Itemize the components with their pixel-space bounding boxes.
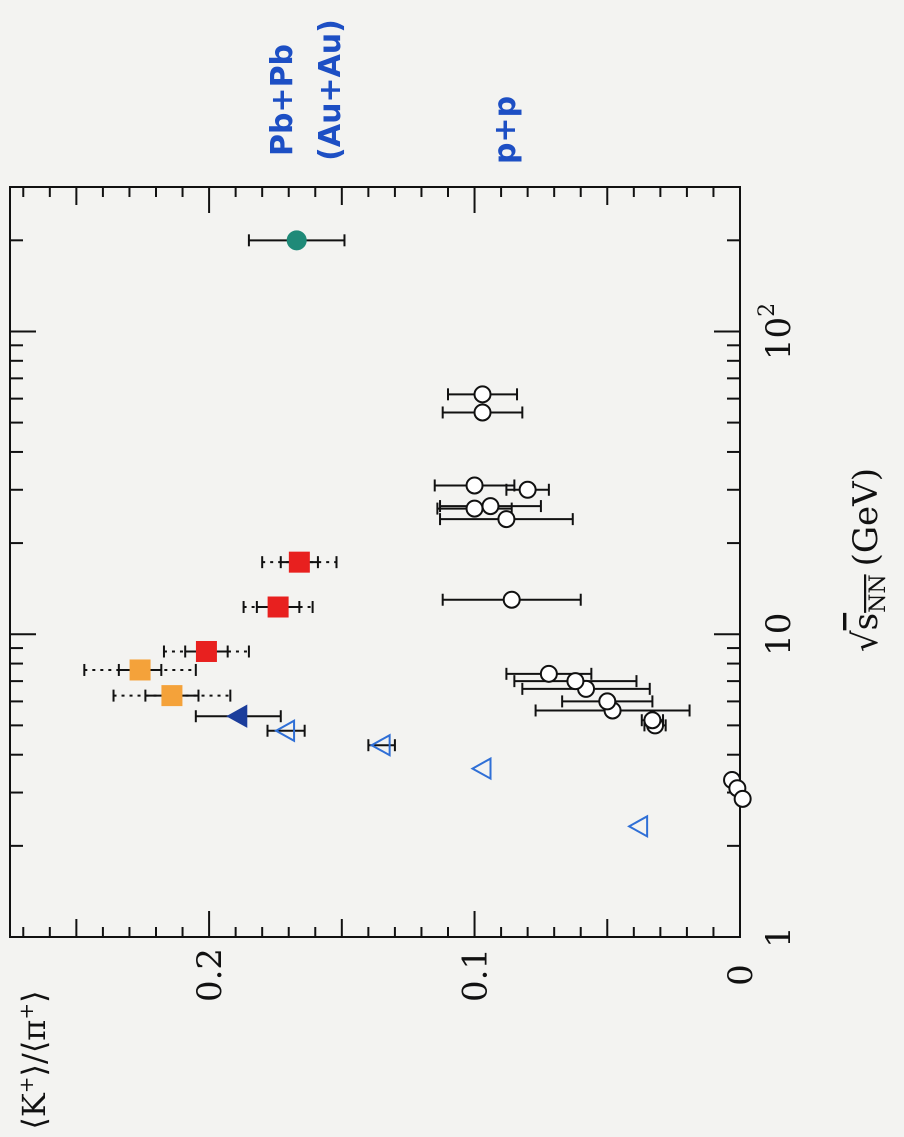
data-point-triangle-open xyxy=(369,733,391,757)
data-point-circle xyxy=(598,692,617,711)
data-point-circle xyxy=(539,664,558,683)
y-tick-label-group: 0 xyxy=(721,964,761,986)
data-point-triangle-filled xyxy=(226,704,248,728)
y-axis-title-r: ⟩ xyxy=(15,990,53,1002)
x-axis-title-sub: NN xyxy=(866,574,891,613)
data-point-triangle-open xyxy=(470,756,492,781)
svg-text:⟨K+⟩/⟨π+⟩: ⟨K+⟩/⟨π+⟩ xyxy=(14,990,53,1129)
data-point-square xyxy=(161,685,183,707)
x-tick-label-base: 10 xyxy=(759,317,799,360)
data-point-circle xyxy=(481,497,500,516)
y-axis-title-l1: ⟨K xyxy=(15,1092,53,1129)
y-tick-label-group: 0.2 xyxy=(190,948,230,1002)
data-point-circle xyxy=(465,476,484,495)
data-point-circle xyxy=(566,672,585,691)
y-axis: 0 0.1 0.2 xyxy=(22,187,761,1002)
y-axis-title-mid: ⟩/⟨π xyxy=(15,1020,53,1077)
data-point-circle xyxy=(502,590,521,609)
y-axis-title: ⟨K+⟩/⟨π+⟩ xyxy=(14,990,53,1129)
data-point-triangle-open xyxy=(274,719,296,743)
x-tick-label-base: 1 xyxy=(759,926,799,948)
annotation-pp: p+p xyxy=(488,96,523,164)
x-axis-title-unit: (GeV) xyxy=(846,468,886,566)
svg-text:√sNN(GeV): √sNN (GeV) xyxy=(846,468,891,652)
x-tick-label-group: 1 xyxy=(759,926,799,948)
annotation-auau-text: (Au+Au) xyxy=(313,19,348,161)
x-tick-label-group: 10 xyxy=(759,613,799,656)
x-tick-label: 102 xyxy=(755,303,799,360)
data-point-circle xyxy=(473,403,492,422)
annotation-auau: (Au+Au) xyxy=(313,19,348,161)
data-point-circle xyxy=(497,510,516,529)
y-tick-label: 0.2 xyxy=(190,948,230,1002)
x-tick-label: 10 xyxy=(759,613,799,656)
y-axis-title-sup1: + xyxy=(14,1076,38,1093)
annotation-pbpb: Pb+Pb xyxy=(265,44,300,156)
x-tick-label-group: 102 xyxy=(755,303,799,360)
data-point-circle xyxy=(473,385,492,404)
data-point-circle xyxy=(286,230,307,251)
x-tick-label-base: 10 xyxy=(759,613,799,656)
annotation-pbpb-text: Pb+Pb xyxy=(265,44,300,156)
y-tick-label: 0.1 xyxy=(456,948,496,1002)
x-axis-title: √sNN (GeV) xyxy=(846,468,891,652)
x-axis-title-radical: √ xyxy=(846,630,886,652)
data-point-circle xyxy=(733,789,752,808)
data-point-triangle-open xyxy=(627,814,649,839)
data-point-square xyxy=(195,640,217,662)
data-point-circle xyxy=(465,499,484,518)
data-markers xyxy=(129,230,752,839)
x-tick-label: 1 xyxy=(759,926,799,948)
data-point-circle xyxy=(643,711,662,730)
annotation-pp-text: p+p xyxy=(488,96,523,164)
data-point-square xyxy=(267,596,289,618)
data-point-circle xyxy=(518,480,537,499)
y-tick-label-group: 0.1 xyxy=(456,948,496,1002)
data-point-square xyxy=(288,551,310,573)
y-axis-title-sup2: + xyxy=(14,1003,38,1020)
data-point-square xyxy=(129,659,151,681)
plot-frame xyxy=(9,186,741,938)
x-tick-label-sup: 2 xyxy=(755,303,780,317)
y-tick-label: 0 xyxy=(721,964,761,986)
x-axis-title-s: s xyxy=(846,613,886,630)
